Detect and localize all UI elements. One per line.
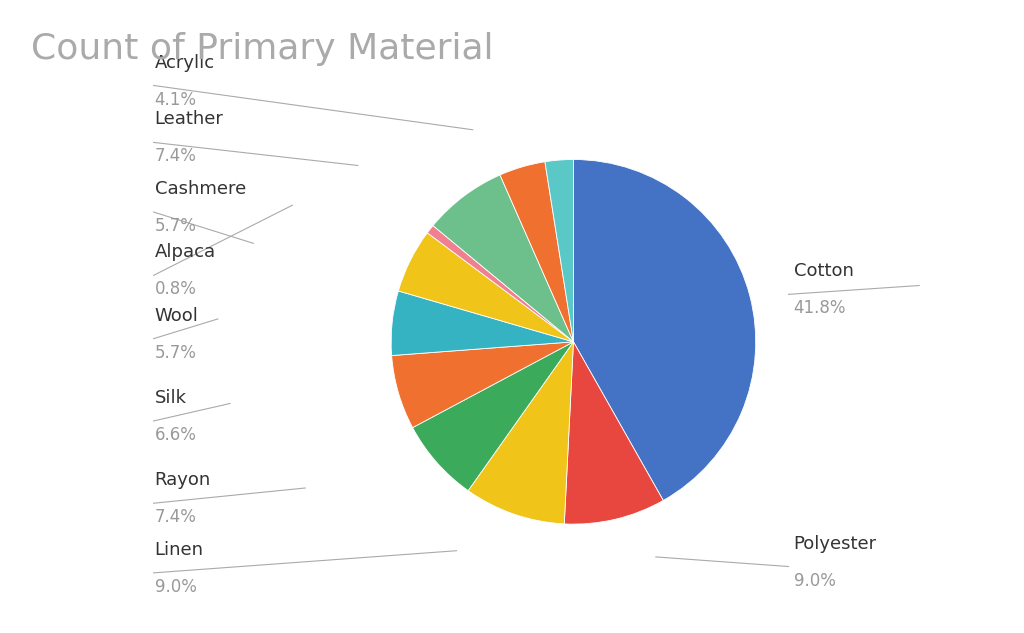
Wedge shape [391,291,573,356]
Wedge shape [433,175,573,342]
Wedge shape [573,160,756,501]
Text: Rayon: Rayon [155,472,211,489]
Wedge shape [413,342,573,491]
Wedge shape [545,160,573,342]
Text: 9.0%: 9.0% [155,578,197,596]
Wedge shape [398,233,573,342]
Text: Silk: Silk [155,389,186,407]
Wedge shape [427,225,573,342]
Text: Acrylic: Acrylic [155,54,215,72]
Text: Cotton: Cotton [794,263,853,280]
Text: 41.8%: 41.8% [794,299,846,317]
Text: 5.7%: 5.7% [155,344,197,361]
Wedge shape [468,342,573,524]
Text: Alpaca: Alpaca [155,244,216,261]
Wedge shape [564,342,664,524]
Text: Cashmere: Cashmere [155,180,246,198]
Text: Wool: Wool [155,307,199,325]
Text: 7.4%: 7.4% [155,508,197,526]
Text: 9.0%: 9.0% [794,572,836,589]
Text: Count of Primary Material: Count of Primary Material [31,32,494,66]
Text: 6.6%: 6.6% [155,426,197,444]
Text: Linen: Linen [155,541,204,559]
Text: 4.1%: 4.1% [155,91,197,108]
Text: 7.4%: 7.4% [155,147,197,165]
Wedge shape [500,162,573,342]
Text: Polyester: Polyester [794,535,877,553]
Text: Leather: Leather [155,111,223,128]
Text: 5.7%: 5.7% [155,217,197,235]
Wedge shape [391,342,573,428]
Text: 0.8%: 0.8% [155,280,197,298]
